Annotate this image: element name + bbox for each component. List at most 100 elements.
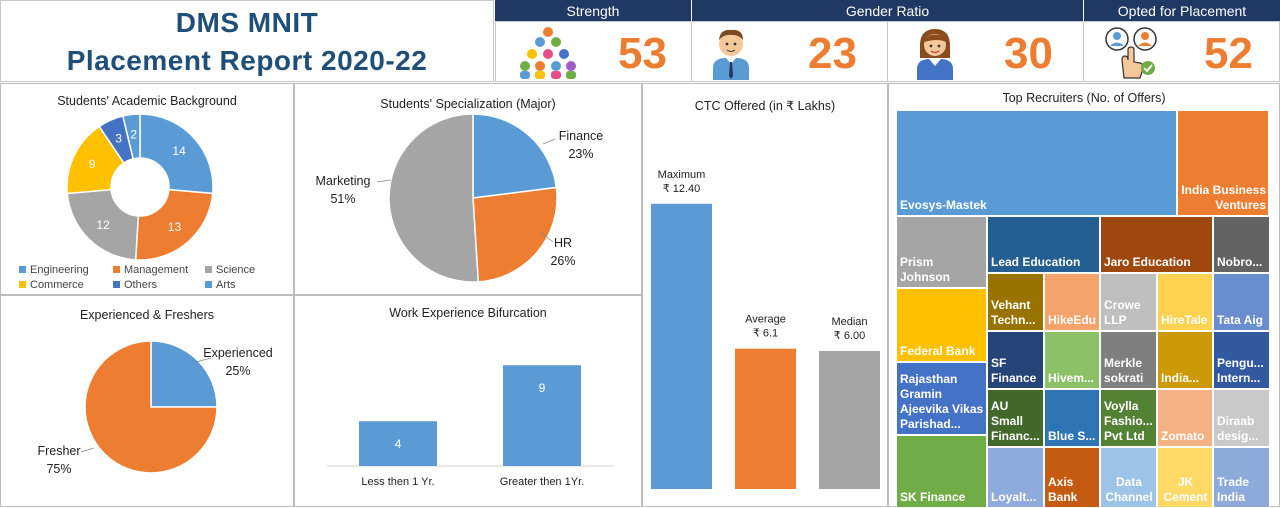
female-person-icon (917, 29, 953, 80)
legend-item-science: Science (205, 264, 255, 276)
academic-title: Students' Academic Background (57, 94, 237, 108)
pie-slice-experienced (150, 340, 218, 408)
treemap-label: Prism Johnson (900, 255, 950, 284)
kpi-placement-cell: 52 (1083, 21, 1280, 82)
specialization-title: Students' Specialization (Major) (380, 97, 556, 111)
kpi-female-cell: 30 (887, 21, 1084, 82)
treemap-label: Merkle sokrati (1104, 356, 1144, 385)
leader-line (195, 357, 212, 363)
kpi-strength-header: Strength (495, 0, 691, 21)
legend-label: Science (216, 264, 256, 276)
treemap-tile: Pengu... Intern... (1213, 331, 1270, 389)
donut-value-label: 2 (130, 127, 137, 141)
pie-category-label: Fresher (37, 444, 80, 458)
treemap-label: Hivem... (1048, 371, 1095, 385)
treemap-label: Evosys-Mastek (900, 198, 987, 212)
treemap-label: HikeEdu (1048, 313, 1097, 327)
experience-pie-chart: Experienced 25% Fresher 75% (37, 340, 273, 476)
treemap-tile: Jaro Education (1100, 216, 1213, 273)
ctc-value-label: ₹ 6.1 (753, 328, 778, 340)
specialization-pie-chart: Finance 23% HR 26% Marketing 51% (316, 113, 603, 283)
treemap-tile: JK Cement (1157, 447, 1213, 508)
kpi-strip: Strength Gender Ratio Opted for Placemen… (495, 0, 1280, 82)
treemap-label: Voylla Fashio... Pvt Ltd (1104, 399, 1153, 443)
treemap-label: AU Small Financ... (991, 399, 1040, 443)
treemap-label: Tata Aig (1217, 313, 1264, 327)
experience-title: Experienced & Freshers (79, 308, 215, 322)
academic-donut-chart: 14 13 12 9 3 2 (66, 113, 214, 261)
treemap-label: Federal Bank (900, 344, 976, 358)
treemap-tile: Blue S... (1044, 389, 1100, 447)
treemap-tile: SF Finance (987, 331, 1044, 389)
treemap-label: Data Channel (1105, 475, 1153, 504)
donut-slice-management (134, 188, 214, 261)
pie-category-label: HR (554, 236, 572, 250)
treemap-tile: Lead Education (987, 216, 1100, 273)
treemap-tile: SK Finance (896, 435, 987, 508)
donut-value-label: 9 (89, 157, 96, 171)
legend-item-management: Management (113, 264, 188, 276)
kpi-strength-cell: 53 (495, 21, 692, 82)
ctc-bar-maximum (651, 203, 712, 490)
kpi-placement-header: Opted for Placement (1084, 0, 1280, 21)
title-line-1: DMS MNIT (175, 7, 319, 38)
leader-line (542, 138, 556, 145)
work-exp-bar-chart: 4 Less then 1 Yr. 9 Greater then 1Yr. (327, 365, 613, 488)
leader-line (540, 231, 554, 243)
work-exp-panel: Work Experience Bifurcation 4 Less then 1… (294, 295, 642, 507)
recruit-select-icon (1105, 27, 1157, 79)
ctc-bar-average (735, 348, 796, 489)
treemap-tile: Merkle sokrati (1100, 331, 1157, 389)
donut-value-label: 12 (96, 218, 110, 232)
treemap-tile: Voylla Fashio... Pvt Ltd (1100, 389, 1157, 447)
legend-item-others: Others (113, 279, 157, 291)
ctc-value-label: ₹ 12.40 (663, 183, 701, 195)
kpi-gender-header: Gender Ratio (692, 0, 1083, 21)
treemap-tile: Evosys-Mastek (896, 110, 1177, 216)
treemap-tile: Federal Bank (896, 288, 987, 362)
treemap-tile: Zomato (1157, 389, 1213, 447)
treemap-tile: HireTale (1157, 273, 1213, 331)
pie-category-label: Marketing (316, 174, 371, 188)
ctc-bar-median (819, 351, 880, 489)
kpi-female-value: 30 (1004, 29, 1053, 78)
donut-slice-arts (121, 113, 141, 160)
ctc-category-label: Median (831, 316, 867, 328)
work-exp-bar (359, 421, 437, 466)
legend-item-commerce: Commerce (19, 279, 84, 291)
treemap-tile: Loyalt... (987, 447, 1044, 508)
group-people-icon (520, 27, 576, 79)
treemap-label: HireTale (1161, 313, 1208, 327)
treemap-tile: Prism Johnson (896, 216, 987, 288)
title-block: DMS MNIT Placement Report 2020-22 (0, 0, 494, 82)
ctc-bar-chart: Maximum ₹ 12.40 Average ₹ 6.1 Median ₹ 6.00 (651, 169, 880, 490)
recruiters-treemap: Evosys-Mastek India Business Ventures Pr… (896, 110, 1280, 508)
donut-value-label: 3 (115, 131, 122, 145)
pie-percent-label: 26% (550, 254, 575, 268)
donut-value-label: 14 (172, 144, 186, 158)
treemap-label: Blue S... (1048, 429, 1096, 443)
kpi-male-cell: 23 (691, 21, 888, 82)
legend-label: Management (124, 264, 189, 276)
treemap-label: SF Finance (991, 356, 1037, 385)
treemap-label: Diraab desig... (1217, 414, 1259, 443)
male-person-icon (713, 29, 749, 80)
treemap-label: SK Finance (900, 490, 966, 504)
treemap-label: Nobro... (1217, 255, 1263, 269)
treemap-label: Zomato (1161, 429, 1205, 443)
title-line-2: Placement Report 2020-22 (66, 45, 428, 76)
kpi-strength-value: 53 (618, 29, 667, 78)
treemap-label: Trade India (1217, 475, 1250, 504)
work-exp-category-label: Greater then 1Yr. (500, 476, 584, 488)
treemap-tile: HikeEdu (1044, 273, 1100, 331)
pie-percent-label: 25% (225, 364, 250, 378)
donut-slice-science (66, 188, 140, 261)
treemap-label: Crowe LLP (1104, 298, 1141, 327)
experience-panel: Experienced & Freshers Experienced 25% Fre… (0, 295, 294, 507)
leader-line (80, 447, 95, 453)
legend-item-arts: Arts (205, 279, 236, 291)
ctc-category-label: Maximum (658, 169, 706, 181)
treemap-tile: Nobro... (1213, 216, 1270, 273)
kpi-male-value: 23 (808, 29, 857, 78)
treemap-tile: Diraab desig... (1213, 389, 1270, 447)
